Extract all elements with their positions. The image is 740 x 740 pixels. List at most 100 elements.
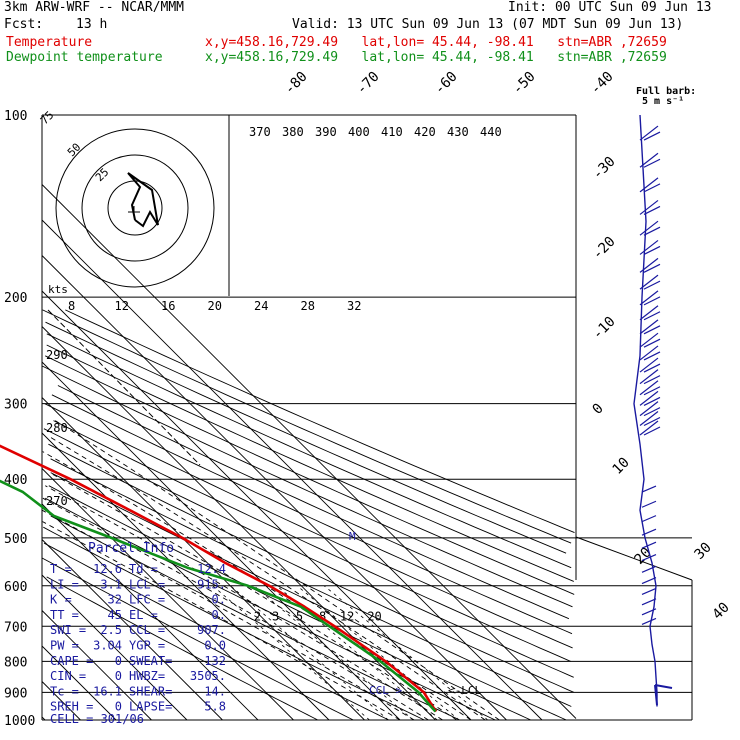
wind-barb (641, 485, 657, 493)
mixing-ratio-label: 3 (272, 609, 279, 623)
pressure-tick-label: 900 (4, 686, 27, 701)
wind-barb-flag (643, 158, 661, 168)
hodograph-speed-label: 32 (347, 299, 361, 313)
pressure-tick-label: 500 (4, 532, 27, 547)
parcel-info-value: 2.5 (100, 623, 122, 637)
wind-barb (639, 319, 659, 335)
parcel-info-value: 0. (212, 608, 226, 622)
wind-profile-line (633, 114, 658, 707)
dry-adiabat-line (46, 333, 572, 569)
dry-adiabat-line (43, 542, 389, 721)
pressure-tick-label: 100 (4, 109, 27, 124)
isotherm-line (41, 645, 117, 721)
parcel-info-value: 3.04 (93, 639, 122, 653)
wind-barb-flag (643, 325, 661, 335)
theta-side-label: 290 (46, 348, 68, 362)
wind-barb-flag (643, 375, 661, 385)
theta-label: 440 (480, 125, 502, 139)
parcel-info-key: SHEAR= (129, 684, 172, 698)
parcel-info-key: K = (50, 593, 72, 607)
parcel-info-key: CAPE = (50, 654, 93, 668)
wind-barb (639, 152, 659, 168)
moist-adiabat-line (48, 436, 486, 721)
isotherm-line (41, 219, 543, 721)
forecast-hour: 13 h (76, 17, 108, 32)
dewpoint-legend: Dewpoint temperature (6, 50, 163, 65)
dry-adiabat-line (42, 557, 354, 721)
isotherm-label: 40 (710, 600, 733, 623)
parcel-info-value: 12.6 (93, 562, 122, 576)
parcel-info-value: 0 (115, 669, 122, 683)
hodograph-speed-label: 20 (208, 299, 222, 313)
wind-barb (639, 257, 659, 273)
mixing-ratio-label: 8 (319, 609, 326, 623)
wind-barb-flag (643, 426, 661, 436)
isotherm-line (41, 539, 223, 721)
theta-label: 420 (414, 125, 436, 139)
hodograph-units: kts (48, 283, 68, 296)
wind-barb-flag (643, 338, 661, 348)
parcel-info-value: 915. (197, 577, 226, 591)
isotherm-label: 10 (610, 455, 633, 478)
parcel-cell: CELL = 301/06 (50, 712, 144, 726)
wind-barb (639, 332, 659, 348)
isotherm-line (41, 184, 577, 719)
valid-time: Valid: 13 UTC Sun 09 Jun 13 (07 MDT Sun … (292, 17, 684, 32)
dry-adiabat-line (50, 472, 567, 721)
wind-barb-flag (643, 363, 661, 373)
dry-adiabat-line (45, 321, 567, 554)
parcel-info-value: 45 (108, 608, 122, 622)
dry-adiabat-line (57, 385, 570, 620)
dry-adiabat-line (50, 458, 572, 707)
wind-barb-flag (643, 311, 661, 321)
wind-barb (639, 411, 659, 426)
dry-adiabat-line (42, 365, 573, 608)
mixing-ratio-line (323, 585, 489, 721)
isotherm-label: -30 (590, 154, 619, 183)
parcel-info-key: Td = (129, 562, 158, 576)
wind-barb-flag (643, 263, 661, 273)
isotherm-line (41, 361, 401, 721)
wind-barb (639, 220, 659, 236)
wind-barb (639, 345, 659, 361)
hodograph-trace (127, 172, 159, 228)
wind-barb (641, 515, 657, 523)
pressure-tick-label: 200 (4, 291, 27, 306)
mixing-ratio-label: 5 (296, 609, 303, 623)
parcel-info-value: 3.1 (100, 577, 122, 591)
pressure-tick-label: 800 (4, 655, 27, 670)
temperature-trace (0, 444, 438, 713)
parcel-info-value: 14. (204, 684, 226, 698)
theta-label: 370 (249, 125, 271, 139)
wind-barb-flag (643, 131, 661, 141)
parcel-info-key: CCL = (129, 623, 165, 637)
parcel-info-key: SREH = (50, 700, 93, 714)
lower-box-edge (575, 536, 693, 581)
hodograph-ring-label: 75 (38, 109, 57, 128)
barb-legend-label: Full barb: (636, 86, 696, 97)
parcel-info-key: TT = (50, 608, 79, 622)
wind-barb (639, 125, 659, 141)
parcel-info-key: YGP = (129, 639, 165, 653)
dry-adiabat-line (48, 443, 574, 693)
barb-legend-units: 5 m s⁻¹ (642, 96, 684, 107)
isotherm-line (41, 397, 365, 721)
wind-barb-flag (643, 351, 661, 361)
wind-barb (654, 684, 658, 706)
parcel-info-value: 0.0 (204, 639, 226, 653)
wind-barb (639, 420, 659, 436)
temperature-station-info: x,y=458.16,729.49 lat,lon= 45.44, -98.41… (205, 35, 667, 50)
wind-barb (639, 357, 659, 373)
moist-adiabat-line (41, 509, 415, 721)
dry-adiabat-line (53, 420, 571, 662)
wind-barb-flag (643, 296, 661, 306)
isotherm-label: -20 (590, 234, 619, 263)
wind-barb-flag (643, 407, 661, 417)
theta-side-label: 270 (46, 494, 68, 508)
init-time: Init: 00 UTC Sun 09 Jun 13 (508, 0, 712, 15)
dewpoint-station-info: x,y=458.16,729.49 lat,lon= 45.44, -98.41… (205, 50, 667, 65)
wind-barb (641, 528, 657, 536)
moist-adiabat-line (42, 521, 401, 721)
theta-label: 410 (381, 125, 403, 139)
